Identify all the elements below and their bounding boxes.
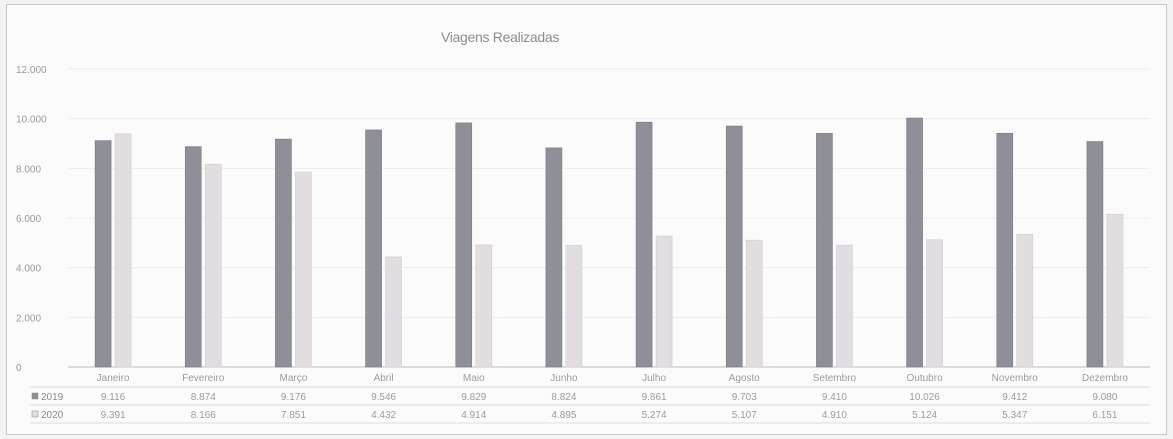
bar-2020-2 (295, 171, 312, 368)
y-tick-label: 2.000 (16, 313, 41, 324)
x-tick-label: Setembro (813, 373, 857, 384)
data-label-2019-5: 8.824 (551, 392, 576, 403)
bar-2019-2 (275, 138, 292, 368)
data-label-2020-2: 7.851 (281, 410, 306, 421)
data-label-2020-1: 8.166 (191, 410, 216, 421)
bar-2019-4 (455, 122, 473, 368)
data-label-2019-11: 9.080 (1092, 392, 1117, 403)
data-label-2020-10: 5.347 (1002, 410, 1027, 421)
grid-layer (68, 68, 1150, 368)
legend-label-2020: 2020 (41, 410, 64, 421)
data-label-2019-4: 9.829 (461, 392, 486, 403)
legend-label-2019: 2019 (41, 392, 64, 403)
data-label-2019-6: 9.861 (642, 392, 667, 403)
y-tick-label: 6.000 (16, 214, 41, 225)
bar-2019-5 (545, 147, 563, 368)
bar-2020-10 (1016, 233, 1034, 368)
data-label-2020-4: 4.914 (461, 410, 486, 421)
x-tick-label: Junho (550, 373, 578, 384)
bar-2019-11 (1086, 141, 1104, 368)
y-tick-label: 0 (16, 363, 22, 374)
legend-swatch-2019 (31, 392, 39, 400)
x-tick-label: Novembro (992, 373, 1039, 384)
bar-2019-8 (816, 133, 833, 368)
x-tick-label: Fevereiro (182, 373, 225, 384)
x-tick-label: Outubro (907, 373, 944, 384)
y-tick-label: 4.000 (16, 264, 41, 275)
data-label-2020-11: 6.151 (1092, 410, 1117, 421)
bar-2020-1 (204, 163, 222, 368)
chart-title: Viagens Realizadas (441, 29, 559, 45)
bar-2019-6 (635, 121, 653, 368)
bar-2019-3 (365, 129, 382, 368)
data-label-2019-3: 9.546 (371, 392, 396, 403)
x-tick-label: Janeiro (97, 373, 130, 384)
data-label-2019-9: 10.026 (909, 392, 940, 403)
y-tick-label: 8.000 (16, 164, 41, 175)
bar-2020-4 (475, 244, 493, 368)
bar-2020-5 (565, 245, 583, 368)
data-label-2019-2: 9.176 (281, 392, 306, 403)
data-label-2019-10: 9.412 (1002, 392, 1027, 403)
bar-2020-0 (114, 133, 132, 368)
bar-2019-1 (184, 146, 202, 368)
data-label-2019-1: 8.874 (191, 392, 216, 403)
bar-2019-9 (906, 117, 923, 368)
x-tick-label: Abril (374, 373, 394, 384)
y-tick-label: 10.000 (16, 115, 47, 126)
bar-2020-3 (385, 256, 402, 368)
data-label-2020-0: 9.391 (101, 410, 126, 421)
data-label-2019-0: 9.116 (101, 392, 126, 403)
bar-2019-10 (996, 132, 1014, 368)
data-label-2019-8: 9.410 (822, 392, 847, 403)
data-table: 2019 9.116 8.874 9.176 9.546 9.829 8.824 9.861 9… (30, 386, 1150, 424)
data-label-2020-5: 4.895 (551, 410, 576, 421)
bar-2020-11 (1106, 213, 1124, 368)
bar-2020-8 (836, 244, 853, 368)
x-axis-ticks: Janeiro Fevereiro Março Abril Maio Junho Julho… (97, 373, 1129, 384)
x-tick-label: Julho (642, 373, 666, 384)
x-tick-label: Agosto (729, 373, 761, 384)
bar-2020-7 (745, 239, 763, 368)
data-label-2020-8: 4.910 (822, 410, 847, 421)
x-tick-label: Maio (463, 373, 485, 384)
x-tick-label: Dezembro (1082, 373, 1129, 384)
bar-2019-0 (94, 140, 112, 368)
data-label-2020-7: 5.107 (732, 410, 757, 421)
bar-2020-6 (655, 235, 673, 368)
bars-layer (94, 117, 1124, 368)
y-tick-label: 12.000 (16, 65, 47, 76)
x-tick-label: Março (280, 373, 308, 384)
data-label-2019-7: 9.703 (732, 392, 757, 403)
data-label-2020-3: 4.432 (371, 410, 396, 421)
data-label-2020-6: 5.274 (642, 410, 667, 421)
legend-swatch-2020 (31, 410, 39, 418)
data-label-2020-9: 5.124 (912, 410, 937, 421)
bar-2020-9 (926, 239, 943, 368)
y-axis-ticks: 0 2.000 4.000 6.000 8.000 10.000 12.000 (16, 65, 47, 374)
bar-2019-7 (725, 125, 743, 368)
